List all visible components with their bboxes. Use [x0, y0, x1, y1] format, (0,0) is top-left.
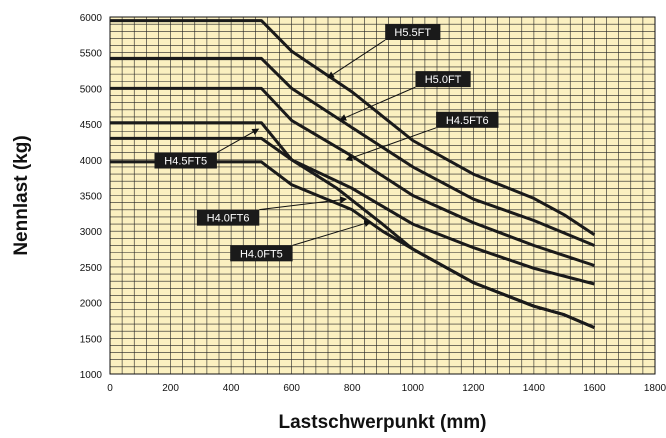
annotation-arrow-6 — [292, 220, 372, 246]
x-tick-label: 1600 — [583, 383, 606, 394]
plot-frame — [109, 16, 656, 375]
y-tick-label: 2500 — [80, 263, 103, 274]
annotation-arrow-2 — [339, 86, 416, 121]
y-tick-label: 5000 — [80, 84, 103, 95]
annotation-box-1 — [385, 23, 441, 40]
x-axis-title: Lastschwerpunkt (mm) — [279, 412, 487, 433]
annotation-label-2: H5.0FT — [425, 74, 462, 86]
y-tick-label: 3000 — [80, 227, 103, 238]
x-tick-label: 1200 — [462, 383, 485, 394]
annotation-arrow-3 — [345, 127, 437, 162]
annotation-label-5: H4.0FT6 — [207, 213, 250, 225]
x-tick-label: 200 — [162, 383, 179, 394]
annotation-box-5 — [196, 209, 260, 226]
x-tick-label: 1400 — [523, 383, 546, 394]
annotation-box-4 — [154, 152, 217, 169]
annotation-label-1: H5.5FT — [394, 27, 431, 39]
annotation-arrow-5 — [259, 196, 348, 211]
y-tick-label: 4500 — [80, 120, 103, 131]
x-tick-label: 1800 — [644, 383, 666, 394]
series-line-h4-0ft5 — [110, 160, 595, 329]
x-tick-label: 400 — [223, 383, 240, 394]
annotation-box-6 — [230, 245, 293, 262]
x-tick-label: 0 — [107, 383, 113, 394]
annotation-label-6: H4.0FT5 — [240, 248, 283, 260]
y-tick-label: 2000 — [80, 299, 103, 310]
y-tick-label: 6000 — [80, 13, 103, 24]
x-tick-label: 1000 — [402, 383, 425, 394]
y-axis-title: Nennlast (kg) — [11, 135, 32, 255]
x-tick-label: 600 — [283, 383, 300, 394]
series-line-h4-5ft5 — [110, 121, 595, 286]
annotation-label-4: H4.5FT5 — [164, 156, 207, 168]
x-tick-label: 800 — [344, 383, 361, 394]
y-tick-label: 5500 — [80, 49, 103, 60]
series-line-h4-5ft6 — [110, 86, 595, 267]
series-line-h5-5ft — [110, 19, 596, 237]
annotation-box-2 — [415, 71, 471, 88]
annotation-label-3: H4.5FT6 — [446, 115, 489, 127]
annotation-arrow-1 — [327, 39, 386, 79]
y-tick-label: 1000 — [80, 370, 103, 381]
y-tick-label: 4000 — [80, 156, 103, 167]
annotation-arrow-4 — [216, 128, 260, 153]
annotation-box-3 — [436, 111, 499, 128]
y-tick-label: 3500 — [80, 192, 103, 203]
y-tick-label: 1500 — [80, 334, 103, 345]
